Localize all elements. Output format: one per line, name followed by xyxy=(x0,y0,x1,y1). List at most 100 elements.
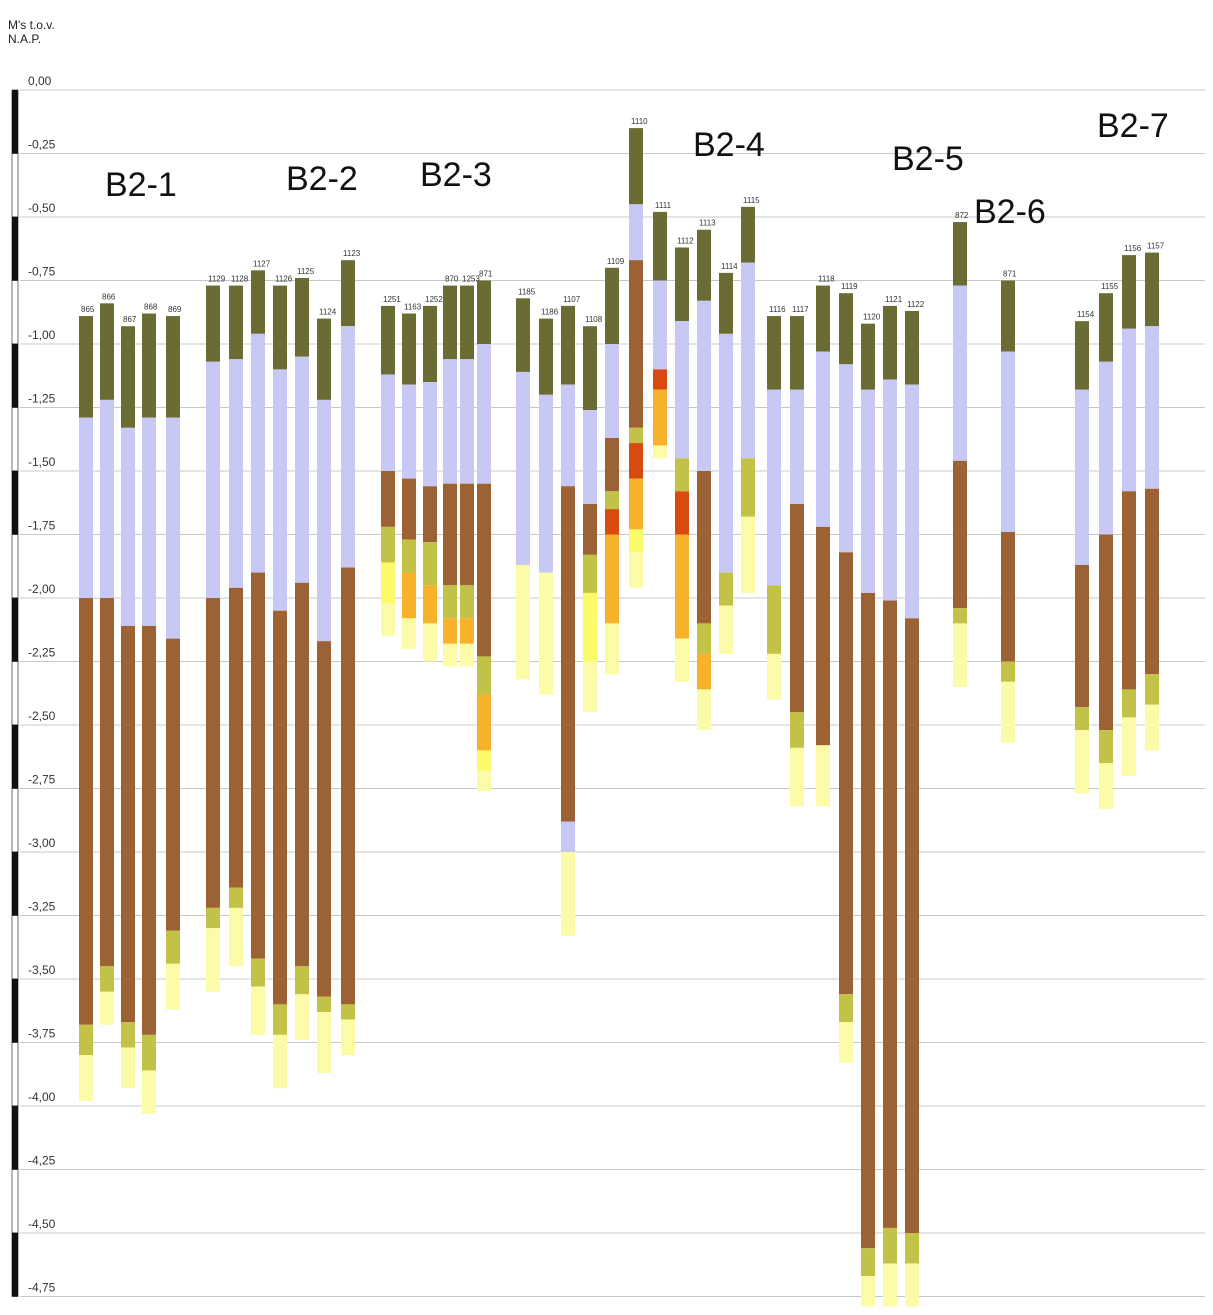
borehole-layer-olive xyxy=(816,285,830,352)
borehole-layer-yellowgreen xyxy=(1145,674,1159,705)
borehole-layer-olive xyxy=(953,222,967,286)
scale-bar-segment xyxy=(11,661,19,726)
borehole-layer-paleyellow xyxy=(273,1034,287,1089)
borehole-layer-lavender xyxy=(79,417,93,598)
group-labels: B2-1 B2-2 B2-3 B2-4 B2-5 B2-6 B2-7 xyxy=(105,107,1169,231)
scale-bar-segment xyxy=(11,1042,19,1107)
borehole-layer-olive xyxy=(142,313,156,418)
y-tick-label: -1,00 xyxy=(28,328,56,342)
borehole-layer-paleyellow xyxy=(583,661,597,713)
borehole-layer-olive xyxy=(229,285,243,360)
scale-bar-segment xyxy=(11,534,19,599)
borehole-layer-paleyellow xyxy=(653,445,667,459)
scale-bar-segment xyxy=(11,978,19,1043)
scale-bar-segment xyxy=(11,1232,19,1297)
borehole-layer-olive xyxy=(719,272,733,334)
y-tick-label: -3,25 xyxy=(28,900,56,914)
borehole-label: 1186 xyxy=(541,308,559,317)
borehole-label: 1111 xyxy=(655,201,672,210)
group-label: B2-1 xyxy=(105,166,177,204)
borehole-layer-yellowgreen xyxy=(1099,730,1113,764)
borehole-layer-lavender xyxy=(539,394,553,573)
borehole-layer-brown xyxy=(381,471,395,527)
borehole-label: 1113 xyxy=(699,219,716,228)
borehole-label: 1119 xyxy=(841,282,858,291)
borehole-layer-yellowgreen xyxy=(317,996,331,1013)
borehole-layer-yellowgreen xyxy=(1075,707,1089,731)
borehole-layer-lavender xyxy=(767,389,781,586)
borehole-label: 1163 xyxy=(404,303,422,312)
borehole-layer-lavender xyxy=(1075,389,1089,565)
scale-bar-segment xyxy=(11,153,19,218)
borehole-layer-paleyellow xyxy=(767,653,781,700)
borehole-label: 1116 xyxy=(769,305,786,314)
borehole-layer-brown xyxy=(273,610,287,1005)
borehole-layer-lavender xyxy=(953,285,967,461)
y-tick-label: -1,50 xyxy=(28,455,56,469)
borehole-layer-paleyellow xyxy=(206,928,220,992)
borehole-layer-orange xyxy=(629,478,643,530)
borehole-layer-yellowgreen xyxy=(697,623,711,654)
borehole-layer-lavender xyxy=(460,359,474,484)
borehole-layer-yellowgreen xyxy=(629,427,643,444)
borehole-layer-lavender xyxy=(1122,328,1136,492)
borehole-layer-brown xyxy=(1075,564,1089,708)
y-tick-label: -3,00 xyxy=(28,836,56,850)
y-tick-label: -1,25 xyxy=(28,392,56,406)
borehole-layer-lavender xyxy=(905,384,919,619)
borehole-layer-olive xyxy=(381,305,395,375)
borehole-layer-lavender xyxy=(653,280,667,370)
borehole-layer-yellowgreen xyxy=(767,585,781,654)
borehole-layer-olive xyxy=(675,247,689,322)
borehole-layer-lavender xyxy=(790,389,804,505)
group-label: B2-7 xyxy=(1097,107,1169,145)
borehole-layer-brown xyxy=(460,483,474,586)
borehole-layer-brown xyxy=(121,625,135,1023)
borehole-layer-olive xyxy=(317,318,331,400)
borehole-label: 1127 xyxy=(253,259,271,268)
scale-bar-segment xyxy=(11,1105,19,1170)
borehole-layer-lavender xyxy=(477,344,491,484)
borehole-layer-orange xyxy=(443,618,457,644)
borehole-layer-olive xyxy=(100,303,114,400)
y-tick-label: -3,50 xyxy=(28,963,56,977)
borehole-layer-olive xyxy=(1001,280,1015,352)
borehole-layer-yellowgreen xyxy=(229,887,243,908)
borehole-label: 1109 xyxy=(607,257,625,266)
borehole-layer-yellowgreen xyxy=(443,585,457,619)
borehole-layer-brown xyxy=(443,483,457,586)
borehole-layer-orange xyxy=(460,618,474,644)
borehole-layer-olive xyxy=(166,316,180,418)
borehole-layer-lavender xyxy=(229,359,243,588)
borehole-layer-olive xyxy=(516,298,530,372)
borehole-layer-paleyellow xyxy=(883,1263,897,1307)
borehole-label: 1114 xyxy=(721,262,738,271)
borehole-label: 1112 xyxy=(677,236,694,245)
borehole-layer-yellow xyxy=(381,562,395,604)
borehole-layer-brown xyxy=(697,471,711,624)
borehole-layer-lavender xyxy=(402,384,416,479)
borehole-layer-yellowgreen xyxy=(142,1034,156,1071)
borehole-layer-olive xyxy=(905,310,919,385)
borehole-layer-olive xyxy=(605,267,619,344)
borehole-layer-paleyellow xyxy=(443,643,457,667)
borehole-layer-paleyellow xyxy=(142,1070,156,1114)
y-tick-label: 0,00 xyxy=(28,74,52,88)
borehole-layer-yellowgreen xyxy=(341,1004,355,1020)
borehole-layer-brown xyxy=(166,638,180,931)
borehole-layer-brown xyxy=(142,625,156,1035)
borehole-layer-brown xyxy=(839,552,853,995)
borehole-layer-paleyellow xyxy=(905,1263,919,1307)
borehole-layer-brown xyxy=(1122,491,1136,690)
borehole-layer-olive xyxy=(423,305,437,383)
borehole-layer-lavender xyxy=(317,399,331,642)
borehole-layer-brown xyxy=(561,486,575,822)
y-tick-label: -4,75 xyxy=(28,1281,56,1295)
borehole-layer-paleyellow xyxy=(423,623,437,662)
borehole-label: 866 xyxy=(102,292,116,301)
borehole-layer-paleyellow xyxy=(1122,717,1136,776)
borehole-layer-yellowgreen xyxy=(251,958,265,987)
borehole-layer-paleyellow xyxy=(295,994,309,1040)
borehole-layer-brown xyxy=(883,600,897,1228)
borehole-layer-olive xyxy=(460,285,474,360)
